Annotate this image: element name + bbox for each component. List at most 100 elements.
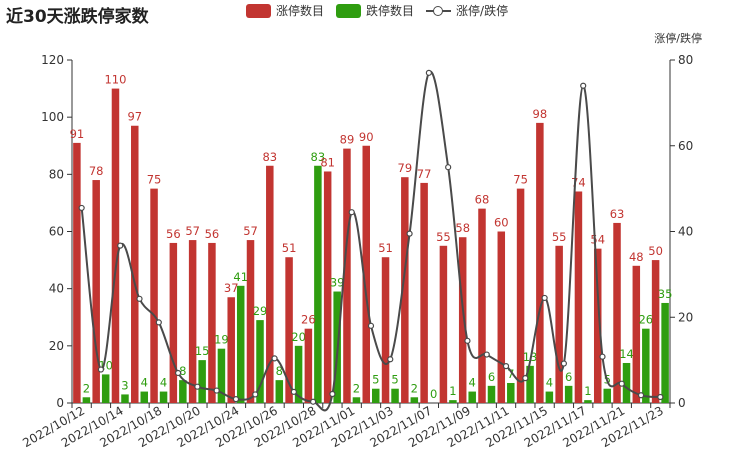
data-label-limit-up: 110 [104,73,126,87]
data-label-limit-up: 37 [224,281,239,295]
data-label-limit-down: 29 [253,304,268,318]
bar-limit-down [545,391,554,403]
ratio-point [252,391,259,398]
chart-title: 近30天涨跌停家数 [6,7,149,27]
bar-limit-up [131,125,139,403]
bar-limit-up [536,122,544,403]
bar-limit-down [468,391,476,403]
bar-limit-down [622,362,631,403]
bar-limit-down [642,328,650,403]
bar-limit-down [526,365,534,403]
ratio-point [174,369,182,377]
y-left-tick-label: 0 [56,396,64,410]
legend-item-ratio[interactable]: 涨停/跌停 [426,2,508,19]
data-label-limit-up: 57 [243,224,258,238]
ratio-point [367,322,375,329]
bar-limit-up [73,142,81,403]
bar-limit-up [574,191,583,403]
bar-limit-up [227,297,235,403]
bar-limit-up [593,248,602,403]
data-label-limit-down: 35 [658,287,673,301]
legend: 涨停数目 跌停数目 涨停/跌停 [246,2,520,19]
data-label-limit-up: 90 [359,130,374,144]
y-right-tick-label: 20 [678,310,693,324]
data-label-limit-down: 15 [195,344,210,358]
legend-swatch-green [336,3,362,18]
data-label-limit-down: 2 [83,381,90,395]
bar-limit-down [198,360,206,403]
legend-item-limit-up[interactable]: 涨停数目 [246,2,324,19]
bar-limit-up [381,257,390,403]
data-label-limit-up: 91 [70,127,85,141]
data-label-limit-up: 75 [513,173,528,187]
bar-limit-down [449,400,457,403]
ratio-point [445,164,452,171]
ratio-point [194,383,201,390]
ratio-point [502,363,510,370]
ratio-point [136,295,143,302]
bar-limit-down [352,397,361,403]
legend-label-ratio: 涨停/跌停 [456,4,509,18]
y-left-tick-label: 120 [41,53,64,67]
ratio-point [329,390,336,398]
ratio-point [637,392,645,399]
ratio-point [580,82,587,89]
y-right-tick-label: 0 [678,396,686,410]
bar-limit-up [246,240,255,403]
ratio-point [78,204,85,212]
bar-limit-up [458,237,467,403]
ratio-point [464,337,471,344]
bar-limit-up [304,328,313,403]
data-label-limit-up: 54 [590,233,605,247]
bar-limit-up [401,177,409,403]
ratio-point [483,351,490,358]
bar-limit-down [236,285,245,403]
y-left-tick-label: 80 [49,167,64,181]
bar-limit-up [285,257,293,403]
data-label-limit-up: 89 [340,133,355,147]
ratio-point [271,355,278,362]
data-label-limit-down: 8 [276,364,283,378]
legend-swatch-line [426,4,452,18]
data-label-limit-up: 60 [494,216,509,230]
bar-limit-up [188,240,197,403]
ratio-point [348,209,355,216]
bar-limit-up [555,245,563,403]
legend-label-limit-down: 跌停数目 [366,4,415,18]
ratio-point [406,230,413,237]
data-label-limit-down: 39 [330,276,345,290]
data-label-limit-down: 7 [507,367,514,381]
data-label-limit-down: 26 [638,313,653,327]
bar-limit-down [217,348,226,403]
ratio-point [522,375,529,382]
ratio-point [310,398,317,405]
bar-limit-up [420,182,428,403]
data-label-limit-up: 78 [89,164,104,178]
data-label-limit-down: 1 [584,384,591,398]
data-label-limit-down: 5 [391,373,398,387]
ratio-point [117,242,124,249]
data-label-limit-up: 98 [533,107,548,121]
legend-item-limit-down[interactable]: 跌停数目 [336,2,414,19]
ratio-point [618,380,625,387]
data-label-limit-down: 0 [430,387,437,401]
ratio-point [213,387,220,394]
data-label-limit-down: 4 [469,376,476,390]
data-label-limit-up: 56 [205,227,220,241]
data-label-limit-up: 77 [417,167,432,181]
bar-limit-up [208,242,216,403]
ratio-point [97,366,105,373]
bar-limit-up [516,188,525,403]
y-left-tick-label: 100 [41,110,64,124]
bar-limit-up [478,208,486,403]
ratio-point [155,319,162,326]
data-label-limit-up: 51 [378,241,393,255]
bar-limit-down [294,345,303,403]
data-label-limit-up: 50 [648,244,663,258]
bar-limit-up [651,260,660,403]
bar-limit-down [391,388,399,403]
data-label-limit-up: 55 [552,230,567,244]
data-label-limit-down: 1 [449,384,456,398]
ratio-point [541,294,548,302]
